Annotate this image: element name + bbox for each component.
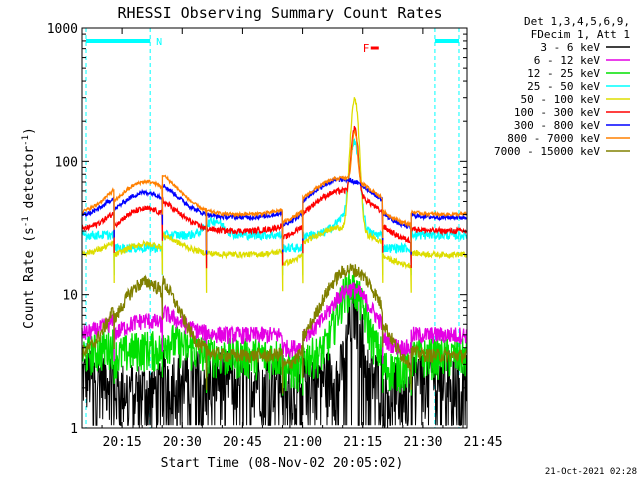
series-s5 <box>81 97 467 293</box>
y-axis-label-sup: -1 <box>21 135 31 146</box>
legend-label: 25 - 50 keV <box>527 80 600 93</box>
series-s2 <box>81 282 468 375</box>
x-tick-label: 20:15 <box>103 435 142 450</box>
night-label: N <box>156 37 162 48</box>
series-s9 <box>81 263 468 394</box>
series-s7 <box>81 175 468 255</box>
legend-label: 6 - 12 keV <box>534 54 601 67</box>
legend-label: 3 - 6 keV <box>540 41 600 54</box>
legend-label: 7000 - 15000 keV <box>494 145 600 158</box>
y-axis-label: Count Rate (s-1 detector-1) <box>21 127 37 329</box>
series-s4 <box>81 137 468 276</box>
legend-label: 50 - 100 keV <box>521 93 601 106</box>
plot-frame <box>81 27 468 429</box>
footer-date: 21-Oct-2021 02:28 <box>545 467 637 477</box>
x-axis-label: Start Time (08-Nov-02 20:05:02) <box>161 456 404 471</box>
legend-header: FDecim 1, Att 1 <box>531 28 630 41</box>
y-axis-label-part: Count Rate (s <box>22 227 37 329</box>
legend: Det 1,3,4,5,6,9,FDecim 1, Att 13 - 6 keV… <box>494 15 630 158</box>
x-tick-label: 21:15 <box>343 435 382 450</box>
y-axis-label-sup: -1 <box>21 216 31 227</box>
legend-header: Det 1,3,4,5,6,9, <box>524 15 630 28</box>
x-tick-label: 20:30 <box>163 435 202 450</box>
legend-label: 100 - 300 keV <box>514 106 600 119</box>
x-tick-label: 21:00 <box>283 435 322 450</box>
series-layer <box>81 97 468 429</box>
y-axis-label-part: detector <box>22 146 37 217</box>
y-axis: 1 10 100 1000 <box>47 22 467 437</box>
x-tick-label: 21:30 <box>403 435 442 450</box>
y-tick-label: 1 <box>70 422 78 437</box>
chart-title: RHESSI Observing Summary Count Rates <box>117 4 442 22</box>
legend-label: 800 - 7000 keV <box>507 132 600 145</box>
x-axis: 20:15 20:30 20:45 21:00 21:15 21:30 21:45 <box>101 28 503 450</box>
flare-label: F <box>363 42 370 55</box>
legend-label: 300 - 800 keV <box>514 119 600 132</box>
y-axis-label-part: ) <box>22 127 37 135</box>
legend-label: 12 - 25 keV <box>527 67 600 80</box>
x-tick-label: 20:45 <box>223 435 262 450</box>
series-s6 <box>81 125 468 269</box>
x-tick-label: 21:45 <box>463 435 502 450</box>
y-tick-label: 1000 <box>47 22 78 37</box>
series-s8 <box>81 129 468 252</box>
y-tick-label: 100 <box>55 155 78 170</box>
y-tick-label: 10 <box>62 289 78 304</box>
